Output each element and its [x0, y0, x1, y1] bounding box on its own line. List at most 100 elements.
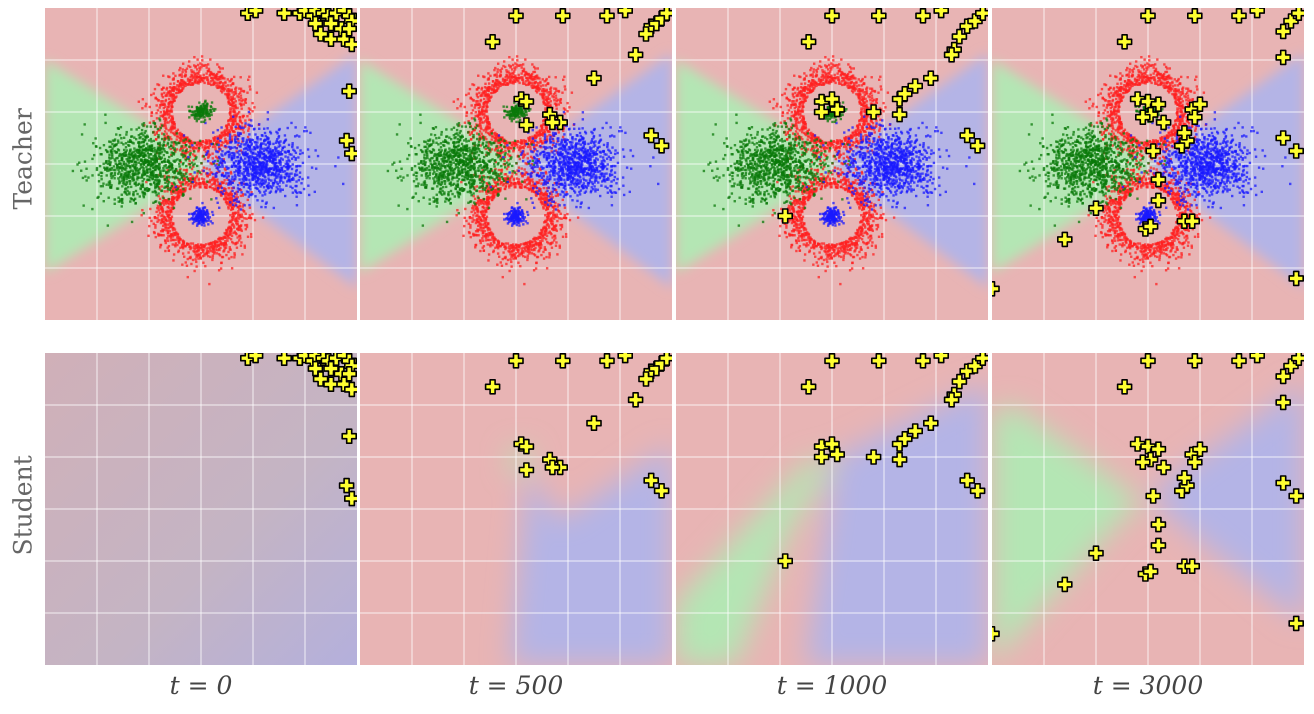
data-point-blue	[296, 169, 298, 171]
data-point-blue	[248, 111, 250, 113]
data-point-red	[161, 185, 163, 187]
data-point-green	[136, 149, 138, 151]
data-point-blue	[223, 175, 225, 177]
data-point-red	[160, 219, 162, 221]
data-point-blue	[295, 196, 297, 198]
data-point-blue	[234, 138, 236, 140]
data-point-green	[150, 160, 152, 162]
data-point-blue	[248, 179, 250, 181]
data-point-blue	[218, 170, 220, 172]
data-point-blue	[175, 186, 177, 188]
data-point-red	[538, 77, 540, 79]
data-point-blue	[244, 151, 246, 153]
data-point-blue	[196, 210, 198, 212]
data-point-red	[156, 117, 158, 119]
data-point-red	[529, 77, 531, 79]
data-point-green	[171, 185, 173, 187]
data-point-green	[168, 169, 170, 171]
data-point-green	[146, 179, 148, 181]
data-point-green	[166, 177, 168, 179]
data-point-green	[171, 163, 173, 165]
data-point-green	[126, 193, 128, 195]
data-point-green	[125, 163, 127, 165]
data-point-red	[554, 102, 556, 104]
data-point-red	[516, 59, 518, 61]
data-point-green	[129, 148, 131, 150]
data-point-red	[181, 181, 183, 183]
data-point-blue	[263, 153, 265, 155]
data-point-blue	[220, 191, 222, 193]
data-point-red	[201, 246, 203, 248]
data-point-red	[518, 74, 520, 76]
data-point-green	[171, 154, 173, 156]
data-point-red	[504, 66, 506, 68]
data-point-green	[172, 147, 174, 149]
data-point-red	[179, 185, 181, 187]
data-point-green	[163, 133, 165, 135]
data-point-green	[193, 150, 195, 152]
data-point-green	[191, 106, 193, 108]
data-point-red	[195, 182, 197, 184]
data-point-blue	[221, 165, 223, 167]
data-point-red	[203, 254, 205, 256]
data-point-green	[189, 163, 191, 165]
data-point-green	[208, 113, 210, 115]
data-point-blue	[249, 181, 251, 183]
data-point-red	[174, 245, 176, 247]
data-point-blue	[232, 204, 234, 206]
data-point-blue	[277, 174, 279, 176]
data-point-blue	[248, 187, 250, 189]
data-point-blue	[248, 138, 250, 140]
data-point-green	[156, 180, 158, 182]
data-point-blue	[287, 127, 289, 129]
data-point-red	[211, 187, 213, 189]
data-point-blue	[275, 147, 277, 149]
data-point-blue	[272, 143, 274, 145]
data-point-green	[156, 183, 158, 185]
data-point-blue	[258, 164, 260, 166]
data-point-red	[564, 85, 566, 87]
data-point-blue	[306, 130, 308, 132]
data-point-red	[201, 59, 203, 61]
data-point-green	[142, 156, 144, 158]
data-point-green	[126, 171, 128, 173]
data-point-red	[571, 91, 573, 93]
data-point-blue	[278, 181, 280, 183]
data-point-red	[172, 243, 174, 245]
data-point-red	[516, 64, 518, 66]
data-point-red	[161, 88, 163, 90]
data-point-red	[201, 248, 203, 250]
data-point-red	[179, 149, 181, 151]
data-point-blue	[214, 173, 216, 175]
data-point-red	[488, 78, 490, 80]
data-point-red	[560, 98, 562, 100]
data-point-red	[176, 92, 178, 94]
data-point-red	[228, 93, 230, 95]
data-point-green	[158, 155, 160, 157]
data-point-blue	[287, 164, 289, 166]
data-point-red	[211, 178, 213, 180]
data-point-green	[167, 185, 169, 187]
data-point-red	[216, 190, 218, 192]
data-point-red	[249, 88, 251, 90]
data-point-green	[131, 161, 133, 163]
data-point-red	[157, 109, 159, 111]
data-point-red	[248, 107, 250, 109]
data-point-red	[192, 250, 194, 252]
data-point-green	[108, 154, 110, 156]
data-point-blue	[227, 175, 229, 177]
data-point-red	[223, 249, 225, 251]
data-point-red	[160, 234, 162, 236]
data-point-green	[141, 166, 143, 168]
data-point-blue	[272, 149, 274, 151]
data-point-blue	[242, 173, 244, 175]
data-point-red	[198, 182, 200, 184]
data-point-red	[561, 92, 563, 94]
data-point-green	[96, 167, 98, 169]
data-point-green	[151, 178, 153, 180]
data-point-red	[162, 225, 164, 227]
data-point-red	[235, 217, 237, 219]
data-point-red	[536, 91, 538, 93]
data-point-red	[209, 154, 211, 156]
data-point-red	[171, 118, 173, 120]
